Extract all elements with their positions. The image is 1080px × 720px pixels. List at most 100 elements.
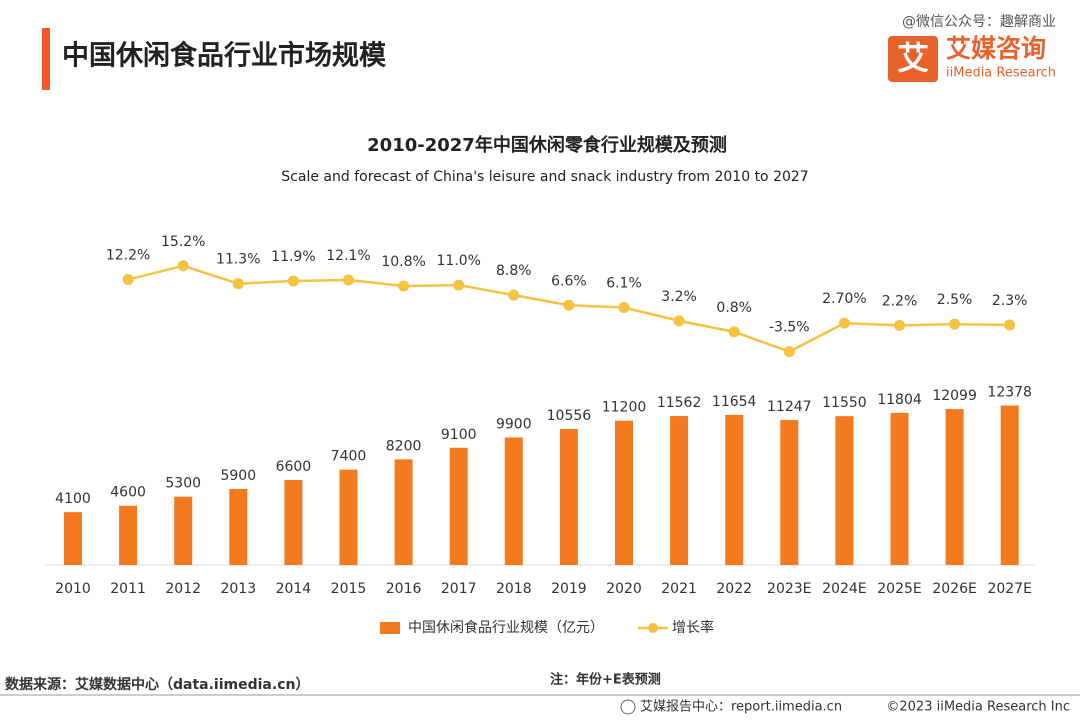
- logo-box: [888, 36, 938, 82]
- data-label: 10.8%: [381, 254, 425, 270]
- x-tick-label: 2019: [551, 581, 587, 597]
- data-label: 8.8%: [496, 263, 532, 279]
- bar: [449, 447, 468, 565]
- bar: [945, 409, 964, 565]
- data-label: 11.9%: [271, 249, 315, 265]
- legend-label: 增长率: [672, 619, 714, 636]
- data-label: 11550: [822, 395, 867, 411]
- data-label: 6600: [276, 459, 312, 475]
- report-icon: [620, 699, 636, 715]
- line-point: [563, 299, 575, 311]
- bar: [670, 416, 689, 565]
- logo-name: 艾媒咨询: [946, 34, 1046, 63]
- data-label: 12378: [987, 385, 1032, 401]
- line-point: [232, 278, 244, 290]
- data-label: 2.5%: [937, 292, 973, 308]
- data-label: 8200: [386, 438, 422, 454]
- line-point: [122, 274, 134, 286]
- x-tick-label: 2010: [55, 581, 91, 597]
- data-label: 12.1%: [326, 248, 370, 264]
- bar: [725, 414, 744, 565]
- bar: [835, 416, 854, 565]
- x-tick-label: 2016: [386, 581, 422, 597]
- x-tick-label: 2014: [276, 581, 312, 597]
- data-label: 7400: [331, 449, 367, 465]
- x-tick-label: 2015: [331, 581, 367, 597]
- chart-title: 2010-2027年中国休闲零食行业规模及预测: [367, 134, 727, 156]
- data-label: 6.6%: [551, 273, 587, 289]
- bar: [559, 428, 578, 565]
- x-tick-label: 2025E: [877, 581, 921, 597]
- data-label: 5900: [220, 468, 256, 484]
- bar: [339, 469, 358, 565]
- data-label: 11.0%: [436, 253, 480, 269]
- x-tick-label: 2011: [110, 581, 146, 597]
- data-label: 11562: [657, 395, 702, 411]
- data-label: 2.70%: [822, 291, 866, 307]
- bar: [780, 420, 799, 565]
- line-point: [673, 315, 685, 327]
- bar: [119, 505, 138, 565]
- bar: [615, 420, 633, 565]
- line-point: [287, 275, 299, 287]
- source: 数据来源：艾媒数据中心（data.iimedia.cn）: [5, 676, 309, 693]
- logo-sub: iiMedia Research: [946, 66, 1056, 81]
- data-label: 2.3%: [992, 293, 1028, 309]
- data-label: 6.1%: [606, 276, 642, 292]
- line-point: [508, 289, 520, 301]
- bar: [890, 412, 909, 565]
- x-tick-label: 2012: [165, 581, 201, 597]
- x-tick-label: 2013: [220, 581, 256, 597]
- logo-mark: 艾: [897, 39, 929, 77]
- data-label: 12099: [932, 388, 977, 404]
- data-label: 9900: [496, 416, 532, 432]
- line-point: [398, 280, 410, 292]
- title-accent: [42, 28, 50, 90]
- line-point: [783, 346, 795, 358]
- x-tick-label: 2023E: [767, 581, 811, 597]
- data-label: 3.2%: [661, 289, 697, 305]
- data-label: 11804: [877, 392, 922, 408]
- legend-swatch: [380, 622, 400, 634]
- legend-label: 中国休闲食品行业规模（亿元）: [408, 619, 604, 636]
- bar: [504, 437, 523, 565]
- data-label: 11200: [602, 400, 647, 416]
- x-tick-label: 2021: [661, 581, 697, 597]
- data-label: 9100: [441, 427, 477, 443]
- bar: [1000, 405, 1019, 565]
- bar: [229, 488, 248, 565]
- x-tick-label: 2022: [716, 581, 752, 597]
- line-point: [618, 302, 630, 314]
- x-tick-label: 2027E: [987, 581, 1031, 597]
- data-label: 12.2%: [106, 248, 150, 264]
- line-point: [728, 326, 740, 338]
- x-tick-label: 2020: [606, 581, 642, 597]
- copyright: ©2023 iiMedia Research Inc: [886, 700, 1070, 715]
- x-tick-label: 2024E: [822, 581, 866, 597]
- bar: [174, 496, 193, 565]
- data-label: 15.2%: [161, 234, 205, 250]
- line-point: [343, 274, 354, 286]
- data-label: 11654: [712, 394, 757, 410]
- line-point: [894, 319, 905, 331]
- data-label: 11247: [767, 399, 812, 415]
- data-label: 10556: [547, 408, 592, 424]
- data-label: 0.8%: [716, 300, 752, 316]
- line-point: [838, 317, 850, 329]
- bar: [64, 512, 82, 565]
- data-label: 4600: [110, 485, 146, 501]
- page-title: 中国休闲食品行业市场规模: [62, 40, 386, 72]
- data-label: -3.5%: [769, 320, 810, 336]
- note: 注：年份+E表预测: [550, 672, 661, 688]
- data-label: 11.3%: [216, 252, 260, 268]
- line-point: [177, 260, 189, 272]
- data-label: 5300: [165, 476, 201, 492]
- x-tick-label: 2026E: [932, 581, 976, 597]
- line-point: [453, 279, 465, 291]
- legend-swatch: [648, 623, 658, 633]
- chart-subtitle: Scale and forecast of China's leisure an…: [281, 169, 808, 185]
- watermark: @微信公众号：趣解商业: [902, 14, 1056, 30]
- line-point: [949, 318, 961, 330]
- x-tick-label: 2017: [441, 581, 477, 597]
